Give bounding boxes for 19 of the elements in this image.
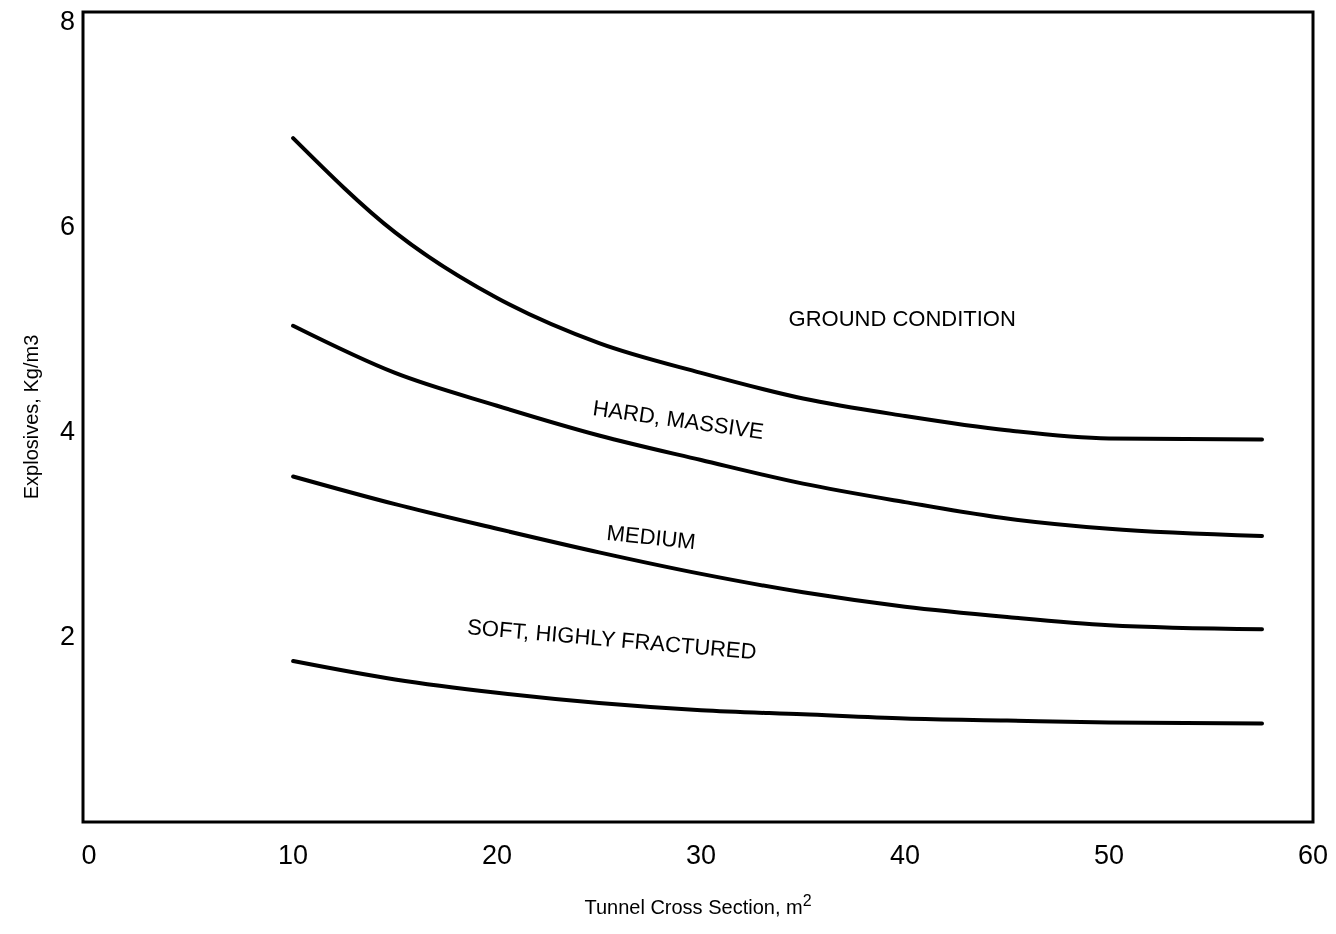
y-tick-label: 4	[59, 415, 75, 446]
x-tick-label: 50	[1094, 840, 1125, 870]
x-tick-label: 10	[278, 840, 309, 870]
y-axis-title: Explosives, Kg/m3	[20, 334, 42, 500]
annotation: HARD, MASSIVE	[591, 395, 766, 444]
x-tick-label: 60	[1297, 840, 1329, 870]
y-tick-label: 6	[59, 210, 75, 241]
y-tick-label: 8	[59, 5, 75, 36]
x-axis-title: Tunnel Cross Section, m$^{2}$	[584, 891, 812, 918]
x-tick-label: 20	[482, 840, 513, 870]
line-series	[291, 136, 1265, 442]
line-series	[291, 659, 1265, 726]
x-tick-label: 0	[81, 840, 97, 870]
x-tick-label: 40	[890, 840, 921, 870]
annotation: MEDIUM	[605, 519, 697, 555]
y-tick-label: 2	[59, 620, 75, 651]
annotation: SOFT, HIGHLY FRACTURED	[466, 614, 758, 665]
x-tick-label: 30	[686, 840, 717, 870]
annotation: GROUND CONDITION	[788, 305, 1016, 331]
